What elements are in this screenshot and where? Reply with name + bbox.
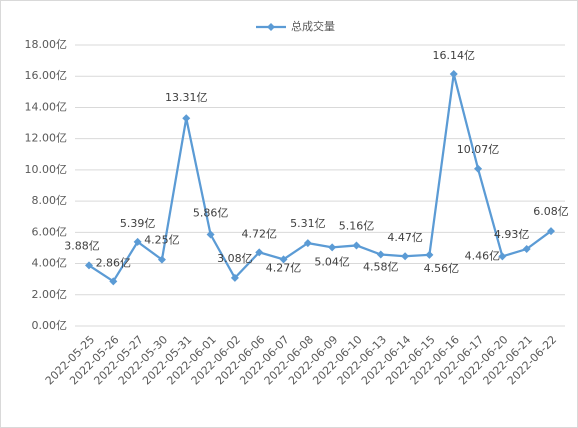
data-label: 3.08亿 [217,252,253,265]
marker [109,277,118,286]
data-label: 5.39亿 [120,217,156,230]
marker [474,164,483,173]
y-tick-label: 6.00亿 [32,225,68,238]
y-tick-label: 4.00亿 [32,257,68,270]
marker [522,245,531,254]
data-label: 5.16亿 [339,219,375,232]
y-tick-label: 2.00亿 [32,288,68,301]
data-label: 13.31亿 [165,91,208,104]
data-label: 4.58亿 [363,261,399,274]
data-label: 5.04亿 [314,255,350,268]
marker [376,250,385,259]
y-tick-label: 12.00亿 [25,132,68,145]
y-tick-label: 16.00亿 [25,69,68,82]
data-label: 4.47亿 [387,231,423,244]
marker [133,237,142,246]
y-tick-label: 10.00亿 [25,163,68,176]
line [88,73,552,283]
data-label: 4.46亿 [465,249,501,262]
y-tick-label: 0.00亿 [32,319,68,332]
data-label: 4.72亿 [241,227,277,240]
marker [85,261,93,270]
data-label: 5.31亿 [290,217,326,230]
marker [255,248,264,257]
data-label: 4.27亿 [266,261,302,274]
marker [498,252,507,261]
data-label: 5.86亿 [193,207,229,220]
data-label: 10.07亿 [457,143,500,156]
marker [425,250,434,259]
y-tick-label: 14.00亿 [25,100,68,113]
y-tick-label: 18.00亿 [25,38,68,51]
data-label: 2.86亿 [96,256,132,269]
marker [279,255,288,264]
marker [401,252,410,261]
marker [303,239,312,248]
data-label: 4.25亿 [144,234,180,247]
marker [449,70,458,79]
data-label: 4.93亿 [494,228,530,241]
legend-marker [267,23,275,31]
data-label: 4.56亿 [424,262,460,275]
marker [328,243,337,252]
marker [206,230,215,239]
data-label: 6.08亿 [533,205,569,218]
y-tick-label: 8.00亿 [32,194,68,207]
marker [157,255,166,264]
legend-label: 总成交量 [291,19,335,33]
marker [182,114,191,123]
marker [230,273,239,282]
marker [352,241,361,250]
data-label: 3.88亿 [64,239,100,252]
marker [547,227,555,236]
data-label: 16.14亿 [432,49,475,62]
